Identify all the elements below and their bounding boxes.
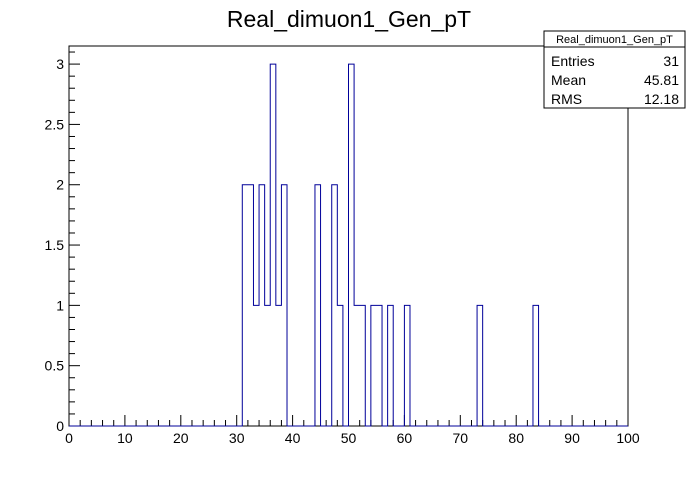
stats-mean-value: 45.81 [644,72,679,88]
x-tick-label: 80 [508,430,524,446]
x-tick-label: 100 [616,430,640,446]
stats-entries-value: 31 [663,53,679,69]
stats-rms-label: RMS [551,91,582,107]
y-tick-label: 1.5 [45,237,65,253]
x-tick-label: 10 [117,430,133,446]
x-tick-label: 50 [341,430,357,446]
x-tick-label: 20 [173,430,189,446]
stats-mean-label: Mean [551,72,586,88]
axis-tick-labels: 0 10 20 30 40 50 60 70 80 90 100 0 0.5 1 1.5 2 2.5 3 [45,56,640,446]
x-tick-label: 70 [453,430,469,446]
stats-rms-value: 12.18 [644,91,679,107]
y-tick-label: 1 [56,297,64,313]
x-tick-label: 90 [564,430,580,446]
chart-title: Real_dimuon1_Gen_pT [227,6,471,32]
y-tick-label: 0 [56,418,64,434]
stats-entries-label: Entries [551,53,595,69]
y-tick-label: 2 [56,177,64,193]
x-tick-label: 40 [285,430,301,446]
y-tick-label: 3 [56,56,64,72]
stats-box-frame [543,30,686,109]
x-tick-label: 60 [397,430,413,446]
histogram-line [69,63,628,427]
stats-box: Real_dimuon1_Gen_pT Entries 31 Mean 45.8… [543,30,686,109]
stats-box-title: Real_dimuon1_Gen_pT [556,34,673,46]
x-tick-label: 30 [229,430,245,446]
x-tick-label: 0 [65,430,73,446]
y-tick-label: 0.5 [45,358,65,374]
y-tick-label: 2.5 [45,116,65,132]
